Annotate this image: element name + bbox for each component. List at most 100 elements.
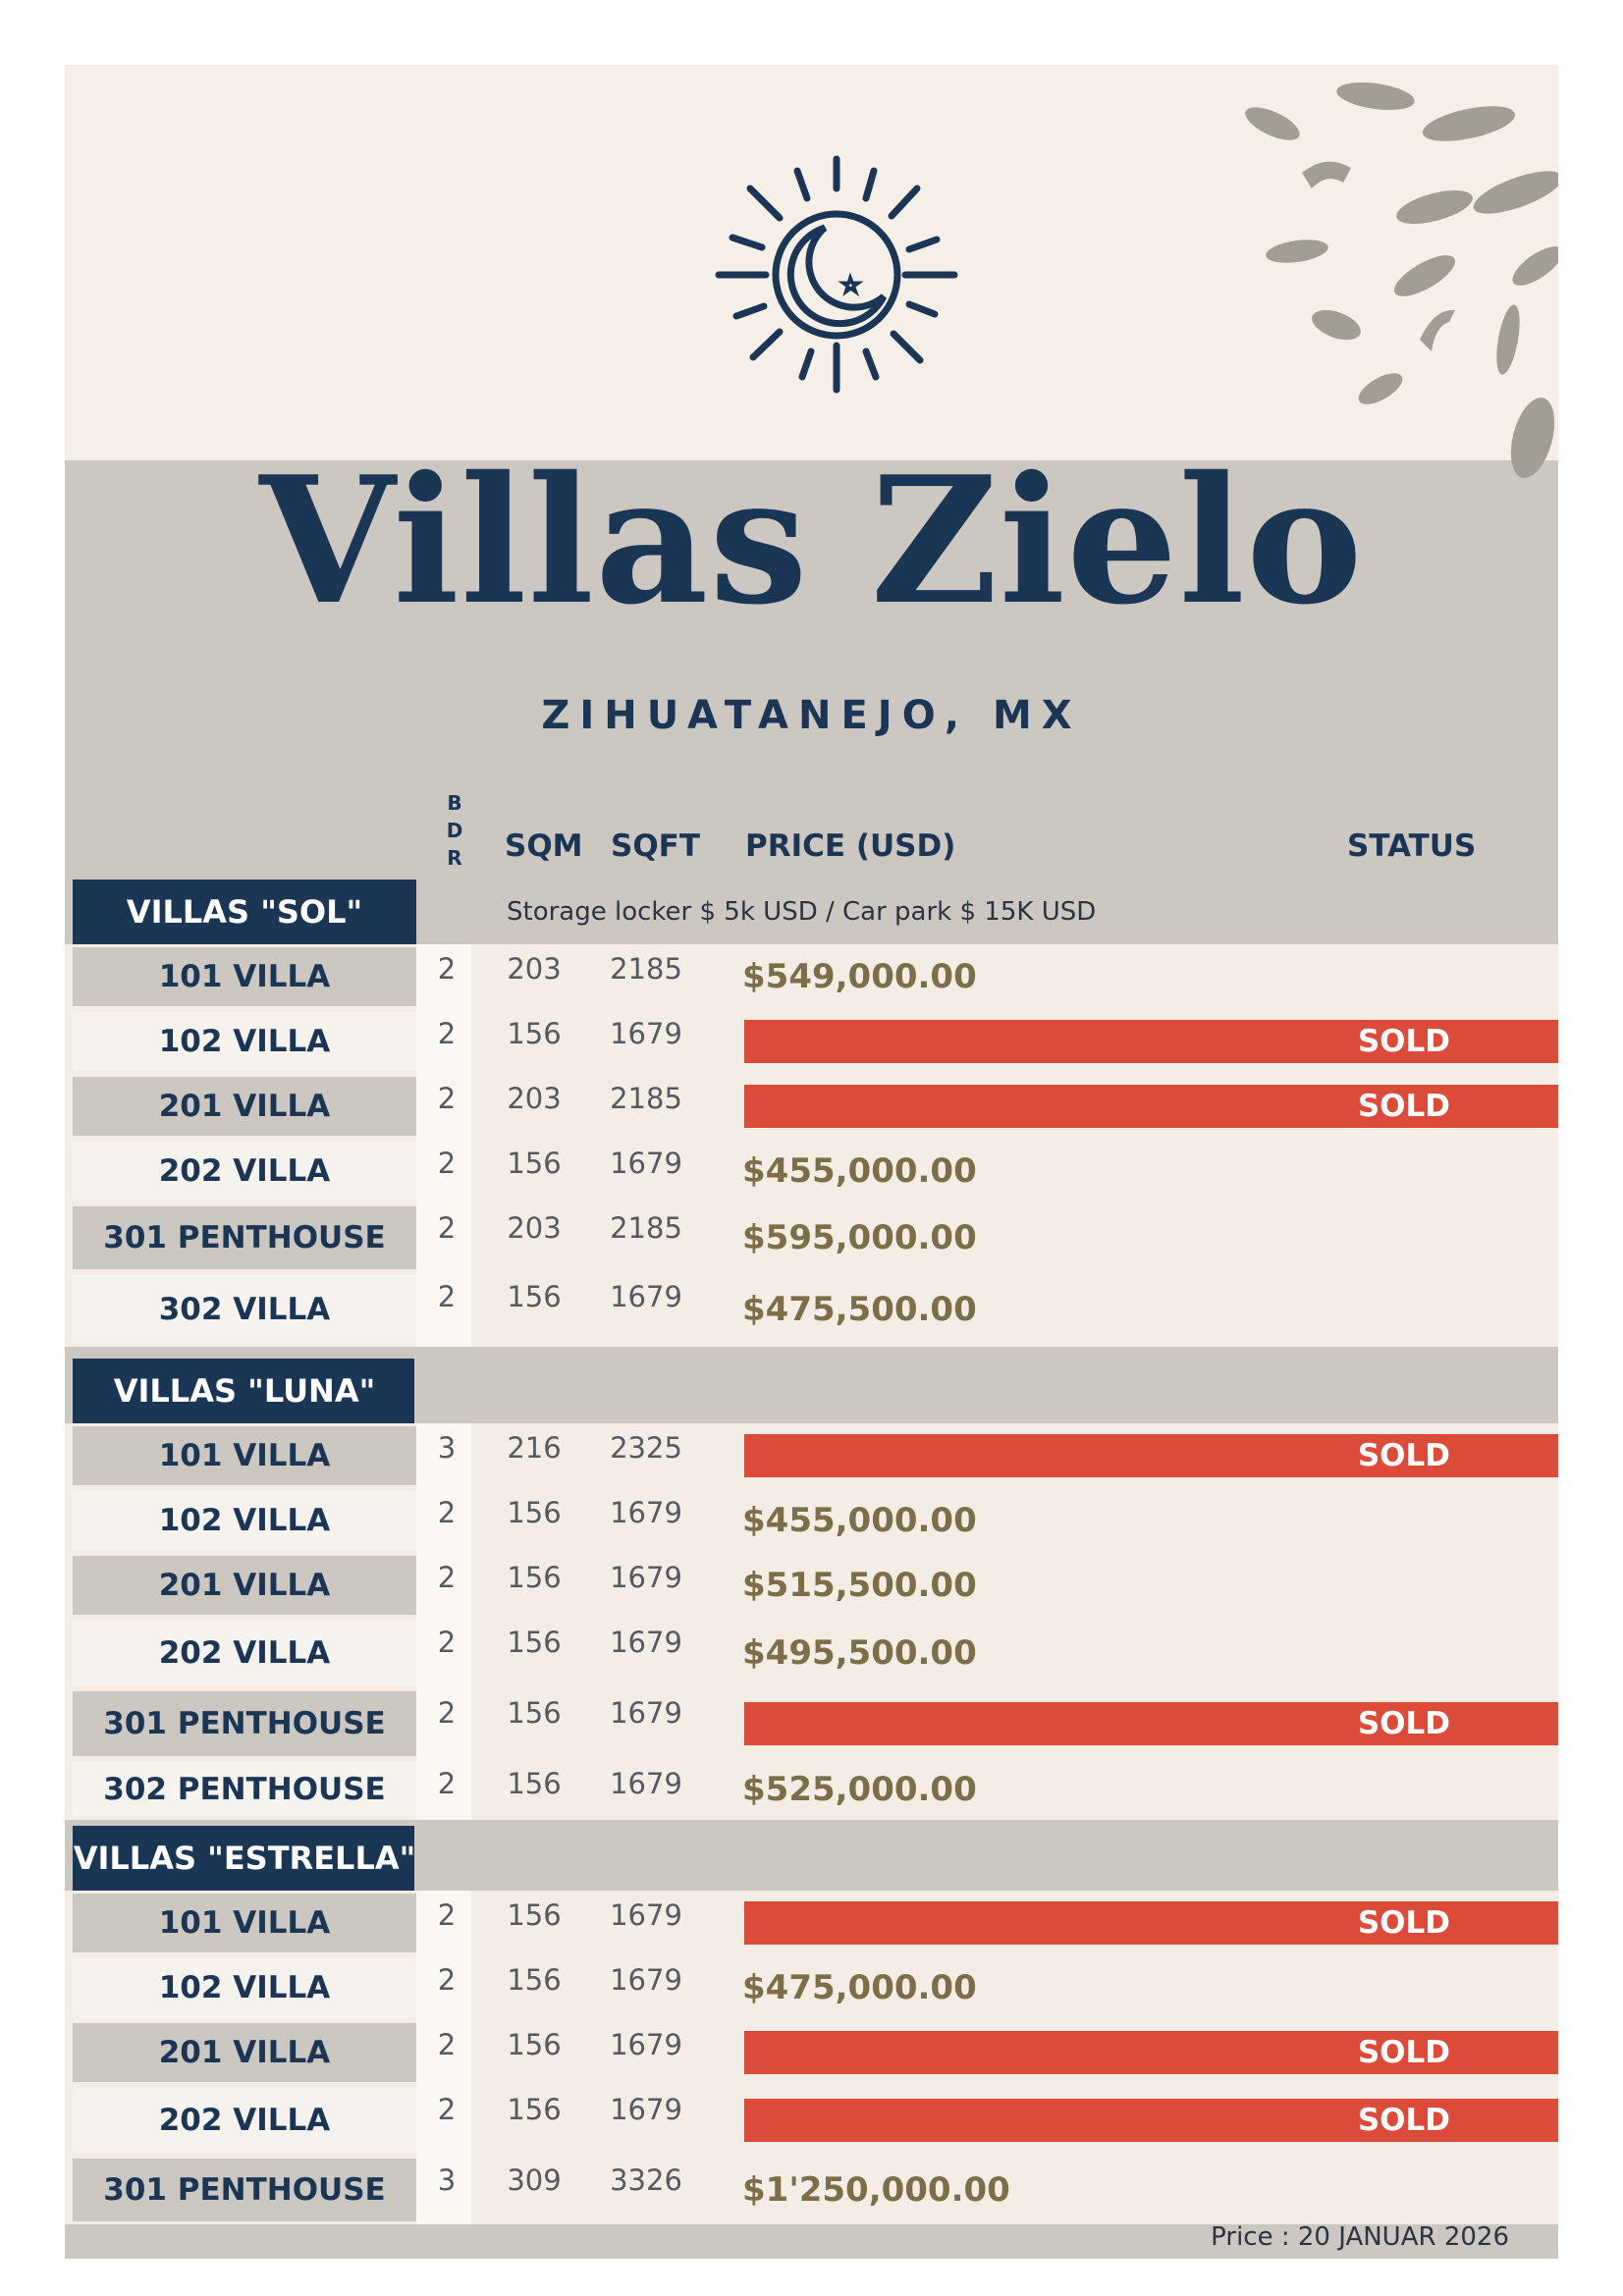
unit-name: 102 VILLA — [73, 1012, 416, 1071]
bdr-cell: 2 — [437, 1963, 457, 1997]
sold-label: SOLD — [1357, 1438, 1450, 1473]
bdr-cell: 2 — [437, 1211, 457, 1245]
sqm-cell: 309 — [507, 2163, 562, 2197]
sold-status-bar: SOLD — [744, 2099, 1558, 2142]
sqm-cell: 156 — [507, 1767, 562, 1800]
sold-label: SOLD — [1357, 1024, 1450, 1059]
sold-label: SOLD — [1357, 1706, 1450, 1741]
bdr-cell: 2 — [437, 1017, 457, 1050]
bdr-cell-bg — [416, 1553, 471, 1618]
sqft-column-header: SQFT — [611, 828, 701, 864]
sold-status-bar: SOLD — [744, 1434, 1558, 1477]
sqm-cell: 156 — [507, 1561, 562, 1594]
unit-name: 302 VILLA — [73, 1275, 416, 1344]
unit-name: 102 VILLA — [73, 1958, 416, 2017]
sold-status-bar: SOLD — [744, 1085, 1558, 1128]
sqft-cell: 2185 — [610, 952, 682, 986]
sqft-cell: 2185 — [610, 1211, 682, 1245]
bdr-cell: 2 — [437, 1496, 457, 1529]
sold-status-bar: SOLD — [744, 1020, 1558, 1063]
sqft-cell: 1679 — [610, 1561, 682, 1594]
bdr-cell-bg — [416, 1618, 471, 1688]
sqm-cell: 156 — [507, 1696, 562, 1730]
sqft-cell: 1679 — [610, 1767, 682, 1800]
bdr-cell-bg — [416, 1488, 471, 1553]
sqm-cell: 156 — [507, 1280, 562, 1313]
bdr-cell-bg — [416, 1955, 471, 2020]
price-cell: $475,500.00 — [742, 1290, 977, 1329]
sold-status-bar: SOLD — [744, 1901, 1558, 1945]
section-header: VILLAS "ESTRELLA" — [73, 1826, 416, 1891]
price-cell: $595,000.00 — [742, 1218, 977, 1257]
sqft-cell: 1679 — [610, 1898, 682, 1932]
price-column-header: PRICE (USD) — [745, 828, 956, 864]
bdr-cell-bg — [416, 1759, 471, 1820]
sqm-cell: 203 — [507, 952, 562, 986]
header-cream-area — [65, 65, 1558, 478]
sqft-cell: 1679 — [610, 2028, 682, 2061]
sold-label: SOLD — [1357, 2035, 1450, 2070]
unit-name: 201 VILLA — [73, 1556, 416, 1615]
unit-name: 102 VILLA — [73, 1491, 416, 1550]
bdr-cell: 2 — [437, 1147, 457, 1180]
bdr-cell-bg — [416, 1688, 471, 1759]
decorative-leaves-icon — [1245, 81, 1558, 478]
price-cell: $525,000.00 — [742, 1770, 977, 1809]
sold-label: SOLD — [1357, 1089, 1450, 1124]
sqm-cell: 156 — [507, 1898, 562, 1932]
bdr-cell-bg — [416, 1272, 471, 1347]
bdr-cell-bg — [416, 2020, 471, 2085]
unit-name: 301 PENTHOUSE — [73, 1206, 416, 1269]
unit-name: 201 VILLA — [73, 1077, 416, 1136]
sqm-cell: 156 — [507, 1017, 562, 1050]
sqft-cell: 2325 — [610, 1431, 682, 1465]
bdr-cell: 2 — [437, 1767, 457, 1800]
bdr-cell: 3 — [437, 1431, 457, 1465]
price-date-footer: Price : 20 JANUAR 2026 — [1211, 2222, 1509, 2252]
sqm-column-header: SQM — [505, 828, 583, 864]
price-cell: $549,000.00 — [742, 957, 977, 996]
sqft-cell: 1679 — [610, 2093, 682, 2126]
price-cell: $455,000.00 — [742, 1151, 977, 1191]
price-cell: $515,500.00 — [742, 1566, 977, 1605]
bdr-cell: 2 — [437, 2028, 457, 2061]
bdr-cell-bg — [416, 2156, 471, 2224]
sqft-cell: 3326 — [610, 2163, 682, 2197]
sqft-cell: 1679 — [610, 1017, 682, 1050]
unit-name: 201 VILLA — [73, 2023, 416, 2082]
sqft-cell: 2185 — [610, 1082, 682, 1115]
section-band — [414, 1359, 1558, 1423]
bdr-cell: 2 — [437, 952, 457, 986]
sqm-cell: 203 — [507, 1211, 562, 1245]
sold-status-bar: SOLD — [744, 2031, 1558, 2074]
bdr-cell: 2 — [437, 1561, 457, 1594]
bdr-cell: 2 — [437, 1898, 457, 1932]
sun-moon-logo-icon — [715, 155, 958, 394]
price-cell: $475,000.00 — [742, 1968, 977, 2007]
section-band — [414, 1826, 1558, 1891]
sold-label: SOLD — [1357, 1905, 1450, 1941]
unit-name: 101 VILLA — [73, 947, 416, 1006]
page-title: Villas Zielo — [259, 438, 1364, 643]
bdr-cell-bg — [416, 1203, 471, 1272]
sqm-cell: 216 — [507, 1431, 562, 1465]
section-header: VILLAS "SOL" — [73, 880, 416, 944]
sqft-cell: 1679 — [610, 1496, 682, 1529]
bdr-cell-bg — [416, 1139, 471, 1203]
bdr-cell: 2 — [437, 1082, 457, 1115]
price-cell: $495,500.00 — [742, 1633, 977, 1673]
unit-name: 301 PENTHOUSE — [73, 1691, 416, 1756]
bdr-cell-bg — [416, 2085, 471, 2156]
sqft-cell: 1679 — [610, 1280, 682, 1313]
sqft-cell: 1679 — [610, 1147, 682, 1180]
bdr-cell: 2 — [437, 2093, 457, 2126]
bdr-cell-bg — [416, 1009, 471, 1074]
sqm-cell: 156 — [507, 2028, 562, 2061]
unit-name: 202 VILLA — [73, 1142, 416, 1201]
bdr-cell: 3 — [437, 2163, 457, 2197]
price-cell: $1'250,000.00 — [742, 2170, 1010, 2210]
sqm-cell: 156 — [507, 2093, 562, 2126]
sqm-cell: 203 — [507, 1082, 562, 1115]
storage-note: Storage locker $ 5k USD / Car park $ 15K… — [507, 897, 1097, 927]
section-header: VILLAS "LUNA" — [73, 1359, 416, 1423]
